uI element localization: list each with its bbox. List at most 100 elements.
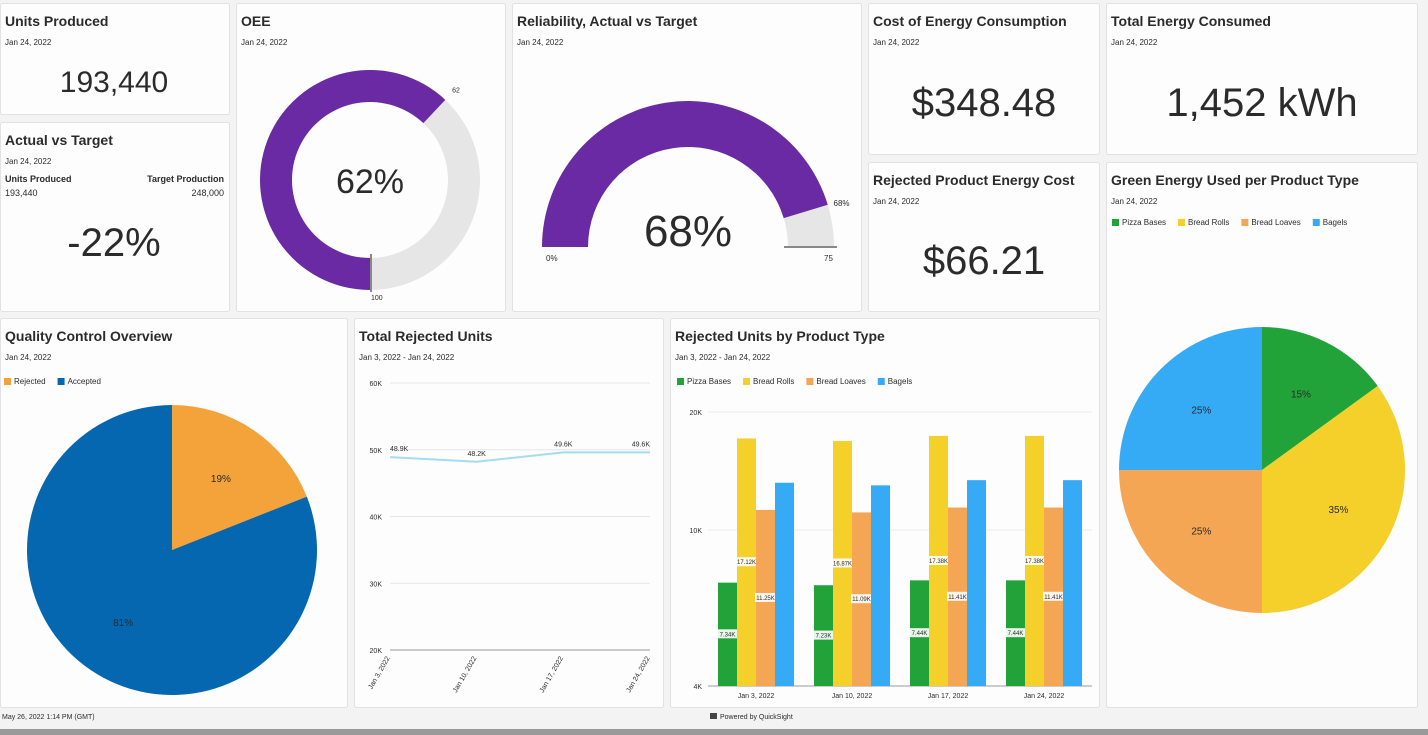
label-bg: [947, 591, 969, 601]
footer-powered-by: Powered by QuickSight: [720, 714, 793, 721]
center-value: 62%: [336, 163, 404, 201]
slice-label: 15%: [1291, 390, 1311, 401]
slice-label: 81%: [113, 618, 133, 629]
bottom-bar: [0, 729, 1428, 735]
card: [0, 3, 230, 115]
x-tick-label: Jan 3, 2022: [738, 693, 775, 700]
bar: [967, 480, 986, 686]
legend-label: Bagels: [888, 377, 912, 386]
card: [354, 318, 664, 708]
label-bg: [717, 629, 739, 639]
label-bg: [928, 555, 950, 565]
data-label: 7.23K: [816, 634, 832, 640]
pie-slice: [26, 405, 317, 695]
y-tick-label: 20K: [370, 648, 383, 655]
data-label: 11.09K: [852, 597, 871, 603]
data-label: 48.2K: [468, 451, 487, 458]
card-title: Rejected Units by Product Type: [675, 328, 885, 344]
label-bg: [1005, 628, 1027, 638]
y-tick-label: 4K: [693, 684, 702, 691]
card-title: Total Energy Consumed: [1111, 13, 1271, 29]
y-tick-label: 30K: [370, 581, 383, 588]
legend-label: Bread Loaves: [816, 377, 865, 386]
data-label: 49.6K: [632, 441, 651, 448]
slice-label: 35%: [1328, 505, 1348, 516]
slice-label: 25%: [1191, 527, 1211, 538]
pie-slice: [172, 405, 307, 550]
value-tick-label: 62: [452, 88, 460, 95]
max-label: 75: [824, 254, 833, 263]
card-title: Quality Control Overview: [5, 328, 172, 344]
pie-slice: [1119, 327, 1262, 470]
data-label: 16.87K: [833, 561, 852, 567]
legend-label: Bread Rolls: [753, 377, 794, 386]
x-tick-label: Jan 10, 2022: [832, 693, 873, 700]
legend-swatch: [806, 378, 814, 385]
card-title: Total Rejected Units: [359, 328, 493, 344]
label-bg: [813, 630, 835, 640]
data-label: 48.9K: [390, 446, 409, 453]
card-title: Actual vs Target: [5, 132, 113, 148]
y-tick-label: 40K: [370, 515, 383, 522]
legend-label: Pizza Bases: [687, 377, 731, 386]
data-label: 17.38K: [929, 559, 948, 565]
legend-label: Accepted: [68, 377, 101, 386]
legend-swatch: [4, 378, 11, 385]
label-bg: [736, 557, 758, 567]
legend-label: Pizza Bases: [1122, 218, 1166, 227]
legend-swatch: [877, 378, 885, 385]
legend-swatch: [677, 378, 684, 385]
card-title: Reliability, Actual vs Target: [517, 13, 698, 29]
legend-swatch: [1112, 219, 1119, 226]
card-date: Jan 24, 2022: [873, 197, 920, 206]
max-label: 100: [371, 295, 383, 302]
kpi-value: -22%: [67, 221, 160, 265]
label-bg: [755, 592, 777, 602]
pie-slice: [1262, 327, 1378, 470]
card-title: OEE: [241, 13, 271, 29]
kpi-sub-value: 193,440: [5, 188, 38, 198]
kpi-value: 1,452 kWh: [1166, 81, 1357, 125]
kpi-value: 193,440: [60, 66, 168, 99]
card-date: Jan 24, 2022: [241, 38, 288, 47]
card-date: Jan 24, 2022: [5, 157, 52, 166]
bar: [1063, 480, 1082, 686]
data-label: 49.6K: [554, 441, 573, 448]
data-label: 7.34K: [720, 632, 736, 638]
card-date: Jan 24, 2022: [5, 353, 52, 362]
label-bg: [851, 594, 873, 604]
kpi-value: $66.21: [923, 239, 1045, 283]
slice-label: 19%: [211, 474, 231, 485]
kpi-sub-label: Target Production: [147, 174, 224, 184]
kpi-value: $348.48: [912, 81, 1057, 125]
line: [389, 451, 650, 463]
data-label: 11.25K: [756, 596, 775, 602]
card-date: Jan 3, 2022 - Jan 24, 2022: [675, 353, 771, 362]
donut-track: [370, 99, 480, 291]
card: [868, 3, 1100, 155]
label-bg: [1024, 555, 1046, 565]
data-label: 17.12K: [737, 560, 756, 566]
card-date: Jan 24, 2022: [1111, 38, 1158, 47]
legend-label: Bread Loaves: [1251, 218, 1300, 227]
data-label: 7.44K: [912, 631, 928, 637]
min-label: 0%: [546, 254, 558, 263]
center-value: 68%: [644, 207, 732, 256]
y-tick-label: 60K: [370, 381, 383, 388]
legend-label: Bagels: [1323, 218, 1347, 227]
label-bg: [832, 558, 854, 568]
legend-swatch: [57, 378, 65, 385]
card: [1106, 3, 1418, 155]
card: [512, 3, 862, 312]
card: [0, 122, 230, 312]
legend-label: Bread Rolls: [1188, 218, 1229, 227]
legend-swatch: [743, 378, 751, 385]
kpi-sub-label: Units Produced: [5, 174, 72, 184]
card-date: Jan 24, 2022: [5, 38, 52, 47]
card-title: Cost of Energy Consumption: [873, 13, 1067, 29]
legend-swatch: [1312, 219, 1320, 226]
x-tick-label: Jan 24, 2022: [1024, 693, 1065, 700]
legend-label: Rejected: [14, 377, 46, 386]
footer-timestamp: May 26, 2022 1:14 PM (GMT): [2, 714, 95, 721]
